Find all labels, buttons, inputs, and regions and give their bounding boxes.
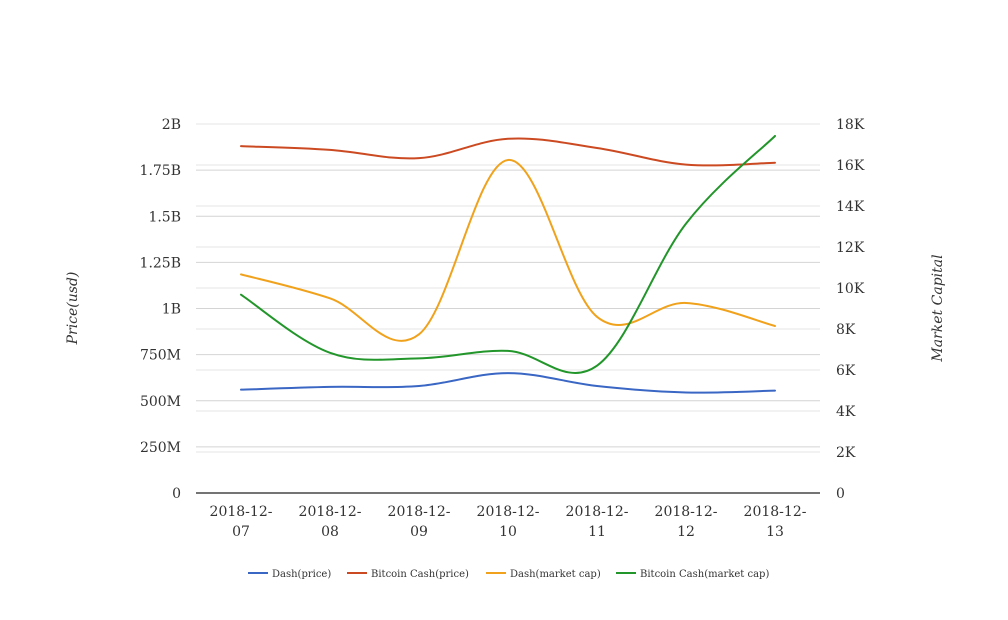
y-right-tick-label: 10K bbox=[836, 281, 865, 297]
y-left-tick-label: 1B bbox=[162, 302, 181, 318]
series-lines bbox=[240, 134, 776, 394]
x-tick-label: 2018-12-09 bbox=[388, 504, 451, 540]
y-left-tick-label: 500M bbox=[140, 394, 181, 410]
y-axis-left-title: Price(usd) bbox=[65, 272, 81, 346]
gridlines bbox=[196, 123, 820, 453]
y-right-tick-label: 6K bbox=[836, 363, 856, 379]
y-right-tick-label: 14K bbox=[836, 199, 865, 215]
y-left-tick-label: 250M bbox=[140, 440, 181, 456]
legend-label: Dash(price) bbox=[272, 569, 331, 580]
axes: 0 250M 500M 750M 1B 1.25B 1.5B 1.75B 2B 0 2K 4K 6K 8K… bbox=[140, 117, 865, 540]
series-line-dash-market-cap bbox=[240, 158, 776, 342]
y-axis-right-title: Market Capital bbox=[930, 254, 946, 362]
x-tick-label: 2018-12-07 bbox=[210, 504, 273, 540]
x-tick-label: 2018-12-11 bbox=[566, 504, 629, 540]
y-right-tick-label: 0 bbox=[836, 486, 845, 502]
y-left-tick-label: 1.75B bbox=[140, 163, 181, 179]
series-line-bitcoin-cash-price bbox=[240, 137, 776, 167]
legend-label: Bitcoin Cash(market cap) bbox=[640, 569, 769, 580]
y-right-tick-label: 16K bbox=[836, 158, 865, 174]
legend-item-dash-price: Dash(price) bbox=[248, 569, 331, 580]
x-tick-label: 2018-12-08 bbox=[299, 504, 362, 540]
legend-label: Dash(market cap) bbox=[510, 569, 601, 580]
legend-label: Bitcoin Cash(price) bbox=[371, 569, 469, 580]
y-left-tick-label: 0 bbox=[172, 486, 181, 502]
y-left-tick-label: 1.25B bbox=[140, 255, 181, 271]
legend-item-dash-market-cap: Dash(market cap) bbox=[486, 569, 601, 580]
series-line-dash-price bbox=[240, 372, 776, 394]
y-right-tick-label: 12K bbox=[836, 240, 865, 256]
legend-item-bitcoin-cash-market-cap: Bitcoin Cash(market cap) bbox=[616, 569, 769, 580]
x-tick-label: 2018-12-13 bbox=[744, 504, 807, 540]
legend: Dash(price) Bitcoin Cash(price) Dash(marke… bbox=[248, 569, 769, 580]
series-line-bitcoin-cash-market-cap bbox=[240, 134, 776, 374]
y-left-tick-label: 750M bbox=[140, 348, 181, 364]
legend-item-bitcoin-cash-price: Bitcoin Cash(price) bbox=[347, 569, 469, 580]
y-right-tick-label: 8K bbox=[836, 322, 856, 338]
y-right-tick-label: 2K bbox=[836, 445, 856, 461]
x-tick-label: 2018-12-10 bbox=[477, 504, 540, 540]
y-left-tick-label: 2B bbox=[162, 117, 181, 133]
y-left-tick-label: 1.5B bbox=[148, 209, 181, 225]
y-right-tick-label: 4K bbox=[836, 404, 856, 420]
x-tick-label: 2018-12-12 bbox=[655, 504, 718, 540]
y-right-tick-label: 18K bbox=[836, 117, 865, 133]
